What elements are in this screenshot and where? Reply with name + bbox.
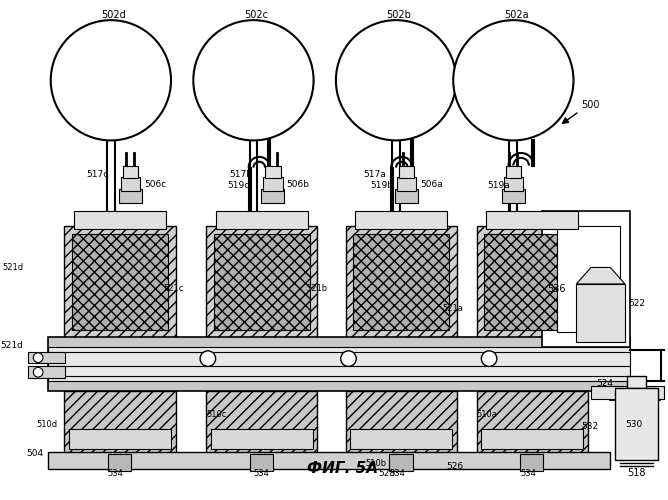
Bar [591, 386, 664, 400]
Bar [399, 166, 414, 178]
Text: 506b: 506b [287, 180, 309, 188]
Bar [389, 454, 413, 471]
Bar [74, 211, 166, 228]
Text: 510c: 510c [206, 410, 226, 420]
Text: 534: 534 [520, 468, 536, 477]
Text: 534: 534 [108, 468, 124, 477]
Bar [476, 226, 588, 352]
Circle shape [33, 368, 43, 377]
Bar [64, 226, 176, 352]
Circle shape [200, 351, 216, 366]
Bar [345, 390, 457, 454]
Bar [486, 211, 578, 228]
Bar [206, 390, 317, 454]
Text: 518: 518 [627, 468, 646, 478]
Text: 510b: 510b [365, 459, 386, 468]
Circle shape [33, 353, 43, 362]
Ellipse shape [336, 20, 456, 140]
Circle shape [341, 351, 356, 366]
Bar [119, 189, 142, 204]
Text: 506a: 506a [420, 180, 443, 188]
Text: 536: 536 [547, 284, 566, 294]
Text: 528: 528 [379, 468, 396, 477]
Text: 521d: 521d [1, 340, 23, 349]
Ellipse shape [51, 20, 171, 140]
Circle shape [482, 351, 497, 366]
Text: 504: 504 [26, 449, 43, 458]
Text: 534: 534 [253, 468, 269, 477]
Text: 532: 532 [581, 422, 599, 431]
Text: 530: 530 [625, 420, 642, 429]
Bar [216, 211, 308, 228]
Bar [48, 452, 611, 469]
Bar [206, 226, 317, 352]
Text: ФИГ. 5А: ФИГ. 5А [307, 460, 378, 475]
Bar [263, 178, 283, 191]
Bar [506, 166, 521, 178]
Bar [122, 166, 138, 178]
Bar [265, 166, 281, 178]
Bar [214, 234, 310, 330]
Bar [482, 430, 583, 449]
Bar [504, 178, 523, 191]
Text: 534: 534 [389, 468, 405, 477]
Text: 519b: 519b [370, 180, 393, 190]
Bar [64, 390, 176, 454]
Bar [397, 178, 416, 191]
Text: 502a: 502a [504, 10, 528, 20]
Bar [476, 390, 588, 454]
Bar [72, 234, 168, 330]
Bar [345, 226, 457, 352]
Text: 517a: 517a [363, 170, 386, 179]
Text: 500: 500 [581, 100, 600, 110]
Ellipse shape [454, 20, 574, 140]
Bar [211, 430, 313, 449]
Text: 506c: 506c [144, 180, 166, 188]
Bar [557, 226, 620, 332]
Bar [48, 347, 630, 381]
Text: 521c: 521c [163, 284, 184, 294]
Text: 510a: 510a [476, 410, 498, 420]
Bar [353, 234, 450, 330]
Bar [576, 284, 625, 342]
Text: 502b: 502b [387, 10, 411, 20]
Text: 502d: 502d [102, 10, 126, 20]
Bar [355, 211, 448, 228]
Bar [484, 234, 580, 330]
Bar [261, 189, 285, 204]
Bar [108, 454, 131, 471]
Text: 521b: 521b [306, 284, 327, 294]
Text: 519a: 519a [487, 180, 510, 190]
Text: 502c: 502c [244, 10, 269, 20]
Bar [250, 454, 273, 471]
Bar [520, 454, 544, 471]
Text: 521d: 521d [3, 263, 23, 272]
Bar [542, 211, 630, 347]
Bar [69, 430, 171, 449]
Text: 510d: 510d [37, 420, 57, 429]
Text: 522: 522 [628, 299, 645, 308]
Text: 526: 526 [447, 462, 464, 471]
Bar [615, 388, 658, 460]
Bar [29, 366, 65, 378]
Text: 519c: 519c [227, 180, 250, 190]
Ellipse shape [193, 20, 313, 140]
Text: 517c: 517c [87, 170, 109, 179]
Bar [502, 189, 525, 204]
Bar [29, 352, 65, 364]
Text: 521a: 521a [442, 304, 463, 312]
Bar [351, 430, 452, 449]
Polygon shape [576, 268, 625, 284]
Bar [48, 338, 630, 390]
Bar [395, 189, 418, 204]
Bar [121, 178, 140, 191]
Text: 517b: 517b [229, 170, 253, 179]
Text: 524: 524 [596, 380, 613, 388]
Bar [627, 376, 646, 388]
